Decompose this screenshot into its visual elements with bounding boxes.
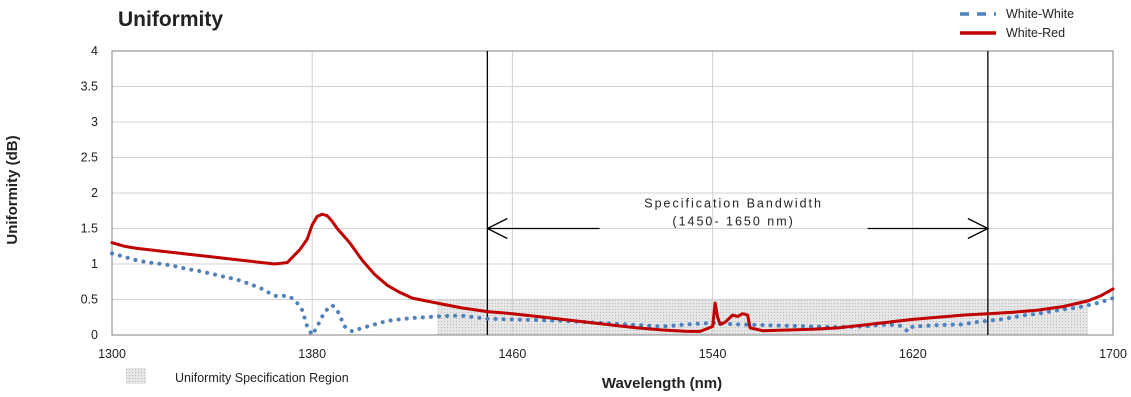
- y-tick-label: 1.5: [81, 222, 98, 236]
- y-tick-label: 2: [91, 186, 98, 200]
- y-tick-label: 3: [91, 115, 98, 129]
- spec-region-label: Uniformity Specification Region: [175, 371, 349, 385]
- spec-region-swatch: [126, 368, 146, 384]
- spec-bandwidth-range-label: (1450- 1650 nm): [672, 215, 794, 229]
- y-tick-label: 1: [91, 257, 98, 271]
- spec-region-legend: Uniformity Specification Region: [126, 368, 349, 385]
- y-tick-label: 0: [91, 328, 98, 342]
- x-axis-title: Wavelength (nm): [602, 375, 722, 392]
- spec-bandwidth-annotation: Specification Bandwidth (1450- 1650 nm): [485, 51, 990, 335]
- y-tick-label: 0.5: [81, 293, 98, 307]
- x-tick-label: 1620: [899, 347, 927, 361]
- x-tick-label: 1300: [98, 347, 126, 361]
- legend: White-White White-Red: [960, 7, 1074, 40]
- x-axis-ticks: 1300 1380 1460 1540 1620 1700: [98, 347, 1127, 361]
- spec-bandwidth-label: Specification Bandwidth: [644, 197, 823, 211]
- arrowhead-left-icon: [485, 217, 508, 240]
- x-tick-label: 1460: [498, 347, 526, 361]
- y-axis-ticks: 0 0.5 1 1.5 2 2.5 3 3.5 4: [81, 44, 98, 342]
- series-layer: [110, 212, 1115, 337]
- arrowhead-right-icon: [967, 217, 990, 240]
- y-tick-label: 2.5: [81, 151, 98, 165]
- gridlines: [111, 50, 1114, 336]
- series-line-white-white: [110, 251, 1115, 337]
- x-tick-label: 1700: [1099, 347, 1127, 361]
- y-axis-title: Uniformity (dB): [4, 135, 21, 244]
- x-tick-label: 1540: [699, 347, 727, 361]
- chart-title: Uniformity: [118, 8, 223, 31]
- plot-area: [111, 50, 1114, 336]
- y-tick-label: 3.5: [81, 80, 98, 94]
- y-tick-label: 4: [91, 44, 98, 58]
- series-line-white-red: [110, 212, 1115, 333]
- legend-label-white-white: White-White: [1006, 7, 1074, 21]
- x-tick-label: 1380: [298, 347, 326, 361]
- legend-label-white-red: White-Red: [1006, 26, 1065, 40]
